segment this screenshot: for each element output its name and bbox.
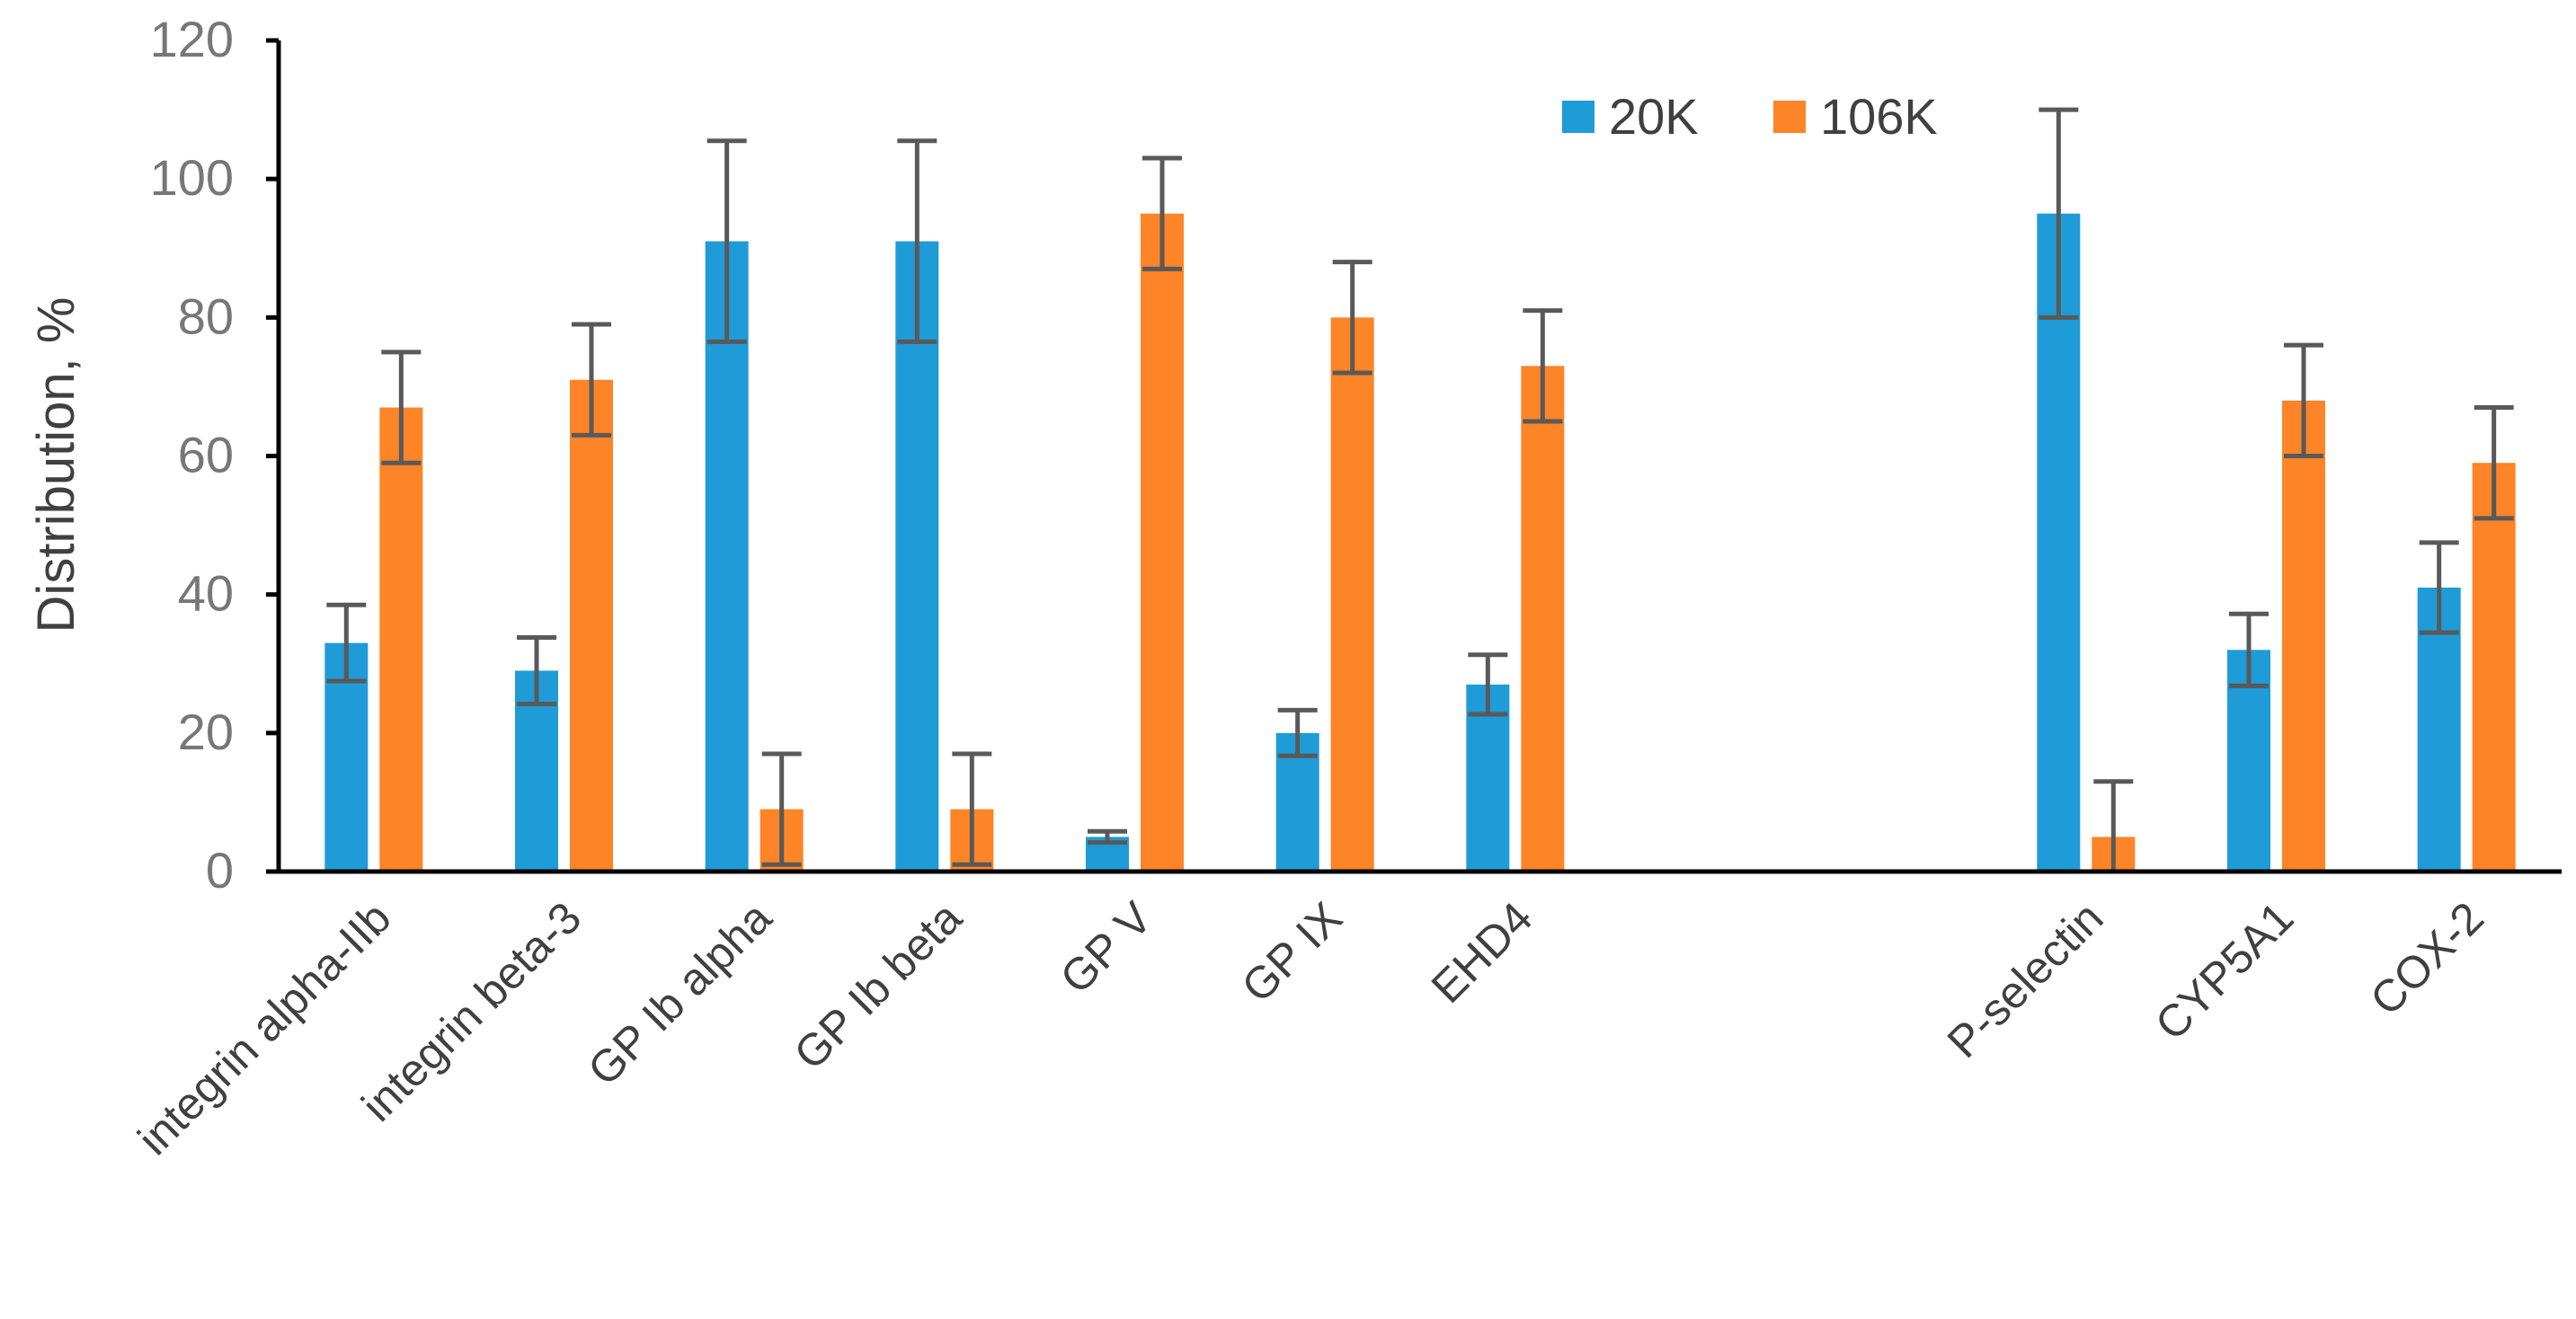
error-bar-20k-integrin-alpha-iib [326, 602, 367, 684]
legend-label-20k: 20K [1609, 88, 1699, 145]
bar-20k-p-selectin [2037, 213, 2081, 872]
axes-group [276, 40, 2562, 874]
error-bar-106k-integrin-beta-3 [572, 322, 611, 438]
y-tick-label-20: 20 [178, 704, 234, 760]
legend-item-106k: 106K [1773, 88, 1938, 145]
legend-item-20k: 20K [1562, 88, 1699, 145]
y-axis-title: Distribution, % [27, 297, 85, 633]
x-tick-label-p-selectin: P-selectin [1938, 892, 2113, 1067]
legend: 20K 106K [1562, 88, 1938, 145]
y-tick-label-100: 100 [150, 149, 234, 206]
y-tick-label-120: 120 [150, 11, 234, 67]
x-tick-label-gp-ib-beta: GP Ib beta [785, 892, 972, 1079]
bar-106k-gp-ix [1330, 317, 1374, 872]
y-ticks-group: 0 20 40 60 80 100 120 [150, 11, 279, 899]
error-bar-106k-gp-v [1142, 155, 1182, 271]
error-bar-20k-p-selectin [2039, 107, 2079, 320]
error-bar-106k-cyp5a1 [2284, 342, 2323, 458]
x-tick-label-ehd4: EHD4 [1422, 892, 1542, 1013]
bar-106k-ehd4 [1521, 366, 1565, 872]
y-tick-label-40: 40 [178, 565, 234, 622]
bar-106k-cox-2 [2472, 463, 2516, 872]
y-tick-label-80: 80 [178, 288, 234, 344]
y-tick-label-0: 0 [206, 842, 234, 899]
error-bar-20k-integrin-beta-3 [517, 634, 556, 706]
error-bar-106k-cox-2 [2474, 405, 2514, 521]
x-tick-label-cyp5a1: CYP5A1 [2145, 892, 2303, 1049]
error-bar-106k-gp-ix [1332, 260, 1372, 376]
error-bar-20k-ehd4 [1468, 652, 1508, 717]
error-bar-106k-gp-ib-beta [952, 751, 992, 867]
legend-label-106k: 106K [1820, 88, 1938, 145]
x-tick-label-gp-ib-alpha: GP Ib alpha [578, 892, 781, 1095]
error-bar-106k-gp-ib-alpha [761, 751, 802, 867]
bar-106k-integrin-alpha-iib [379, 407, 423, 872]
bar-20k-cox-2 [2417, 587, 2461, 872]
error-bar-20k-cox-2 [2419, 540, 2459, 635]
error-bar-106k-ehd4 [1523, 308, 1563, 424]
error-bar-20k-gp-ib-alpha [706, 138, 747, 344]
y-tick-label-60: 60 [178, 427, 234, 483]
x-tick-label-gp-ix: GP IX [1232, 892, 1352, 1012]
x-tick-label-cox-2: COX-2 [2360, 892, 2493, 1025]
error-bar-20k-gp-v [1088, 828, 1127, 845]
error-bar-106k-integrin-alpha-iib [381, 350, 422, 465]
bar-20k-gp-ib-beta [895, 241, 939, 872]
bar-106k-cyp5a1 [2282, 400, 2325, 872]
legend-swatch-106k [1773, 101, 1806, 133]
bar-106k-gp-v [1141, 213, 1184, 872]
error-bar-20k-gp-ib-beta [897, 138, 937, 344]
bars-group [324, 213, 2516, 872]
x-tick-label-gp-v: GP V [1051, 892, 1162, 1004]
legend-swatch-20k [1562, 101, 1594, 133]
bar-106k-integrin-beta-3 [570, 379, 613, 872]
bar-20k-gp-ib-alpha [705, 241, 749, 872]
error-bar-20k-cyp5a1 [2229, 611, 2269, 688]
error-bars-group [326, 107, 2514, 874]
x-tick-label-integrin-alpha-iib: integrin alpha-IIb [129, 892, 401, 1164]
error-bar-20k-gp-ix [1277, 707, 1318, 758]
